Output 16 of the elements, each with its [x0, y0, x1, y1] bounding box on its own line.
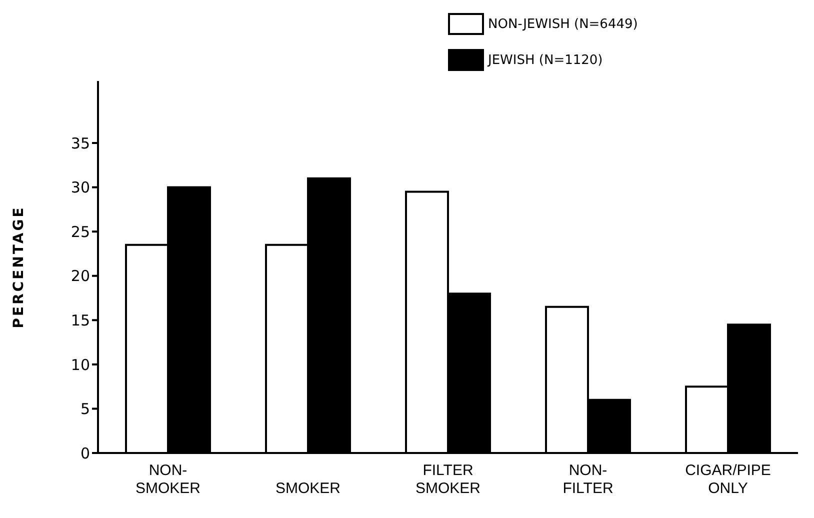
- y-tick-label: 30: [70, 178, 90, 197]
- y-tick-label: 25: [70, 222, 90, 241]
- x-tick-label: CIGAR/PIPE ONLY: [685, 462, 771, 497]
- y-tick-label: 0: [80, 444, 90, 462]
- y-tick-label: 20: [70, 267, 90, 286]
- y-tick-label: 10: [70, 356, 90, 374]
- x-tick-label: NON-SMOKER: [135, 462, 201, 497]
- x-tick-label: NON-FILTER: [562, 462, 614, 497]
- y-tick-label: 35: [70, 134, 90, 152]
- x-tick-label: FILTER SMOKER: [415, 462, 481, 497]
- x-tick-label: SMOKER: [275, 480, 341, 497]
- y-axis-title: PERCENTAGE: [10, 206, 27, 328]
- y-tick-label: 5: [80, 400, 90, 418]
- legend-label: NON-JEWISH (N=6449): [488, 16, 638, 32]
- y-tick-label: 15: [70, 311, 90, 330]
- legend-label: JEWISH (N=1120): [488, 52, 603, 68]
